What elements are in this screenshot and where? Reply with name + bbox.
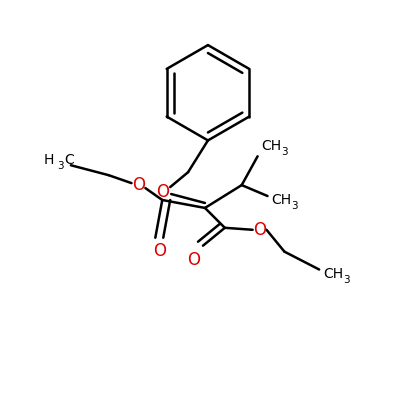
Text: 3: 3 — [57, 161, 63, 171]
Text: O: O — [153, 242, 166, 260]
Text: O: O — [156, 183, 169, 201]
Text: H: H — [44, 153, 54, 167]
Text: O: O — [188, 250, 200, 268]
Text: CH: CH — [262, 139, 282, 153]
Text: O: O — [132, 176, 145, 194]
Text: C: C — [64, 153, 74, 167]
Text: CH: CH — [323, 268, 343, 282]
Text: O: O — [253, 221, 266, 239]
Text: 3: 3 — [291, 201, 298, 211]
Text: 3: 3 — [281, 147, 288, 157]
Text: CH: CH — [271, 193, 292, 207]
Text: 3: 3 — [343, 276, 349, 286]
